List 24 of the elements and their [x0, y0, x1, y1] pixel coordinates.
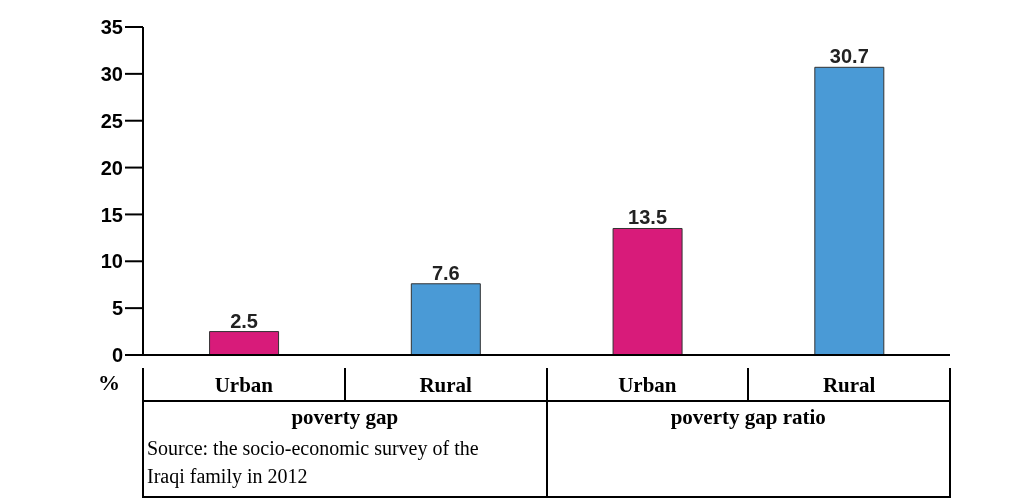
y-tick-label: 5	[111, 297, 123, 320]
x-tick-label: Rural	[822, 372, 876, 397]
bar	[612, 227, 683, 355]
data-label: 13.5	[628, 206, 668, 229]
source-note: Source: the socio-economic survey of the Iraqi family in 2012	[147, 436, 480, 490]
y-tick-label: 30	[100, 62, 123, 85]
data-label: 2.5	[230, 309, 258, 332]
bar	[410, 283, 481, 355]
text: poverty gap	[290, 405, 400, 430]
bar	[209, 331, 280, 355]
data-label: 30.7	[829, 45, 869, 68]
y-tick-label: 0	[111, 344, 123, 367]
y-tick-label: 35	[100, 16, 123, 39]
y-tick-label: 10	[100, 250, 123, 273]
bar	[814, 66, 885, 355]
y-tick-label: 15	[100, 203, 123, 226]
y-axis-title: %	[98, 370, 120, 396]
text: poverty gap ratio	[669, 405, 827, 430]
data-label: 7.6	[431, 261, 460, 284]
x-tick-label: Urban	[618, 372, 677, 397]
x-tick-label: Rural	[419, 372, 473, 397]
x-tick-label: Urban	[214, 372, 274, 397]
y-tick-label: 20	[100, 156, 123, 179]
y-tick-label: 25	[100, 109, 123, 132]
